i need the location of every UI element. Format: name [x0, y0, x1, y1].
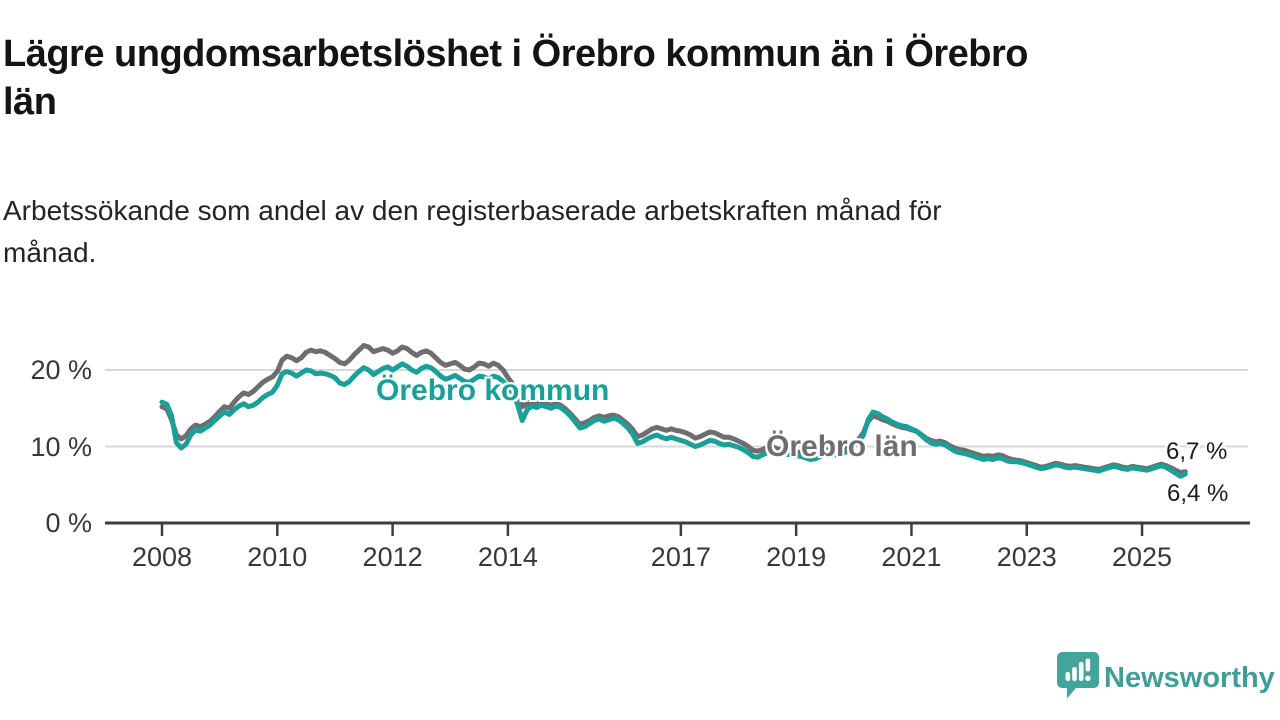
y-tick-label: 20 %	[30, 355, 92, 385]
y-tick-label: 0 %	[45, 508, 92, 538]
x-tick-label: 2023	[996, 542, 1057, 572]
newsworthy-logo-icon	[1057, 652, 1099, 699]
chart-subtitle: Arbetssökande som andel av den registerb…	[3, 190, 1263, 274]
x-tick-label: 2010	[247, 542, 308, 572]
y-tick-label: 10 %	[30, 431, 92, 462]
line-orebro-lan	[159, 343, 1188, 475]
page-title: Lägre ungdomsarbetslöshet i Örebro kommu…	[3, 30, 1263, 126]
series-label-orebro-lan: Örebro län	[766, 430, 918, 463]
newsworthy-wordmark: Newsworthy	[1104, 662, 1275, 694]
x-tick-label: 2012	[362, 542, 423, 572]
x-tick-label: 2021	[881, 542, 942, 572]
title-line-1: Lägre ungdomsarbetslöshet i Örebro kommu…	[3, 33, 1029, 75]
series-label-orebro-kommun: Örebro kommun	[376, 374, 610, 407]
x-tick-label: 2014	[477, 542, 538, 572]
subtitle-line-1: Arbetssökande som andel av den registerb…	[3, 195, 942, 226]
title-line-2: län	[3, 81, 57, 123]
subtitle-line-2: månad.	[3, 237, 97, 268]
x-tick-label: 2008	[131, 542, 193, 572]
x-tick-label: 2019	[766, 542, 827, 572]
line-orebro-kommun	[159, 361, 1188, 479]
x-tick-label: 2017	[650, 542, 711, 572]
end-value-label-lan: 6,7 %	[1166, 438, 1228, 465]
end-value-label-kommun: 6,4 %	[1167, 480, 1229, 507]
x-tick-label: 2025	[1112, 542, 1173, 572]
